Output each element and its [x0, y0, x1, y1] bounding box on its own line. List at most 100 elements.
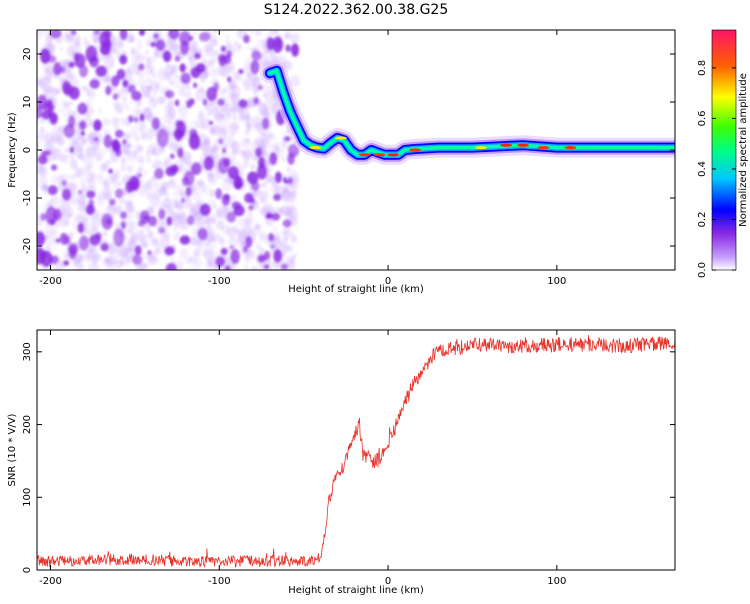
noise-blob — [37, 30, 44, 41]
noise-blob — [61, 179, 67, 187]
noise-blob — [164, 246, 175, 256]
noise-blob — [85, 204, 95, 215]
noise-blob — [284, 229, 293, 239]
noise-blob — [100, 242, 109, 252]
snr-x-label: Height of straight line (km) — [288, 585, 424, 596]
noise-blob — [130, 47, 136, 56]
noise-blob — [233, 41, 242, 53]
noise-blob — [103, 134, 112, 148]
noise-blob — [37, 79, 46, 89]
noise-blob — [258, 263, 265, 270]
noise-blob — [44, 231, 55, 246]
noise-blob — [250, 60, 260, 75]
noise-blob — [50, 114, 57, 123]
ridge-hotspot — [517, 143, 530, 147]
noise-blob — [220, 45, 226, 52]
noise-blob — [243, 62, 252, 75]
noise-blob — [158, 208, 166, 220]
noise-blob — [285, 44, 291, 53]
noise-blob — [242, 245, 248, 253]
noise-blob — [153, 181, 159, 188]
noise-blob — [172, 181, 179, 190]
noise-blob — [221, 110, 232, 125]
noise-blob — [115, 149, 122, 157]
noise-blob — [102, 117, 111, 127]
noise-blob — [78, 235, 89, 251]
noise-blob — [230, 84, 241, 98]
colorbar-tick-label: 0.8 — [697, 60, 708, 76]
noise-blob — [170, 79, 178, 89]
noise-blob — [156, 96, 165, 105]
noise-blob — [170, 164, 179, 174]
noise-blob — [229, 245, 234, 250]
noise-blob — [232, 114, 237, 121]
noise-blob — [154, 82, 164, 93]
noise-blob — [168, 30, 180, 40]
ridge-hotspot — [373, 153, 386, 157]
noise-blob — [192, 79, 196, 84]
noise-blob — [257, 156, 266, 169]
noise-blob — [80, 177, 86, 186]
noise-blob — [256, 163, 268, 180]
noise-blob — [262, 130, 270, 138]
x-tick-label: 0 — [385, 576, 391, 587]
noise-blob — [102, 159, 110, 169]
noise-blob — [53, 247, 57, 251]
noise-blobs — [37, 30, 300, 270]
noise-blob — [146, 192, 153, 199]
noise-blob — [208, 120, 214, 125]
noise-blob — [165, 39, 175, 52]
noise-blob — [247, 209, 254, 216]
noise-blob — [153, 33, 159, 39]
noise-blob — [273, 249, 283, 263]
noise-blob — [132, 106, 142, 117]
noise-blob — [84, 229, 90, 235]
noise-blob — [230, 107, 234, 112]
noise-blob — [144, 234, 148, 238]
noise-blob — [214, 138, 219, 142]
noise-blob — [95, 232, 102, 241]
noise-blob — [261, 117, 270, 130]
noise-blob — [133, 135, 141, 142]
noise-blob — [180, 193, 192, 209]
noise-blob — [227, 165, 240, 180]
noise-blob — [110, 117, 119, 127]
noise-blob — [160, 145, 166, 153]
noise-blob — [145, 56, 150, 62]
noise-blob — [179, 235, 191, 245]
noise-blob — [252, 80, 257, 87]
y-tick-label: 20 — [22, 48, 33, 61]
noise-blob — [96, 210, 100, 215]
noise-blob — [157, 67, 167, 82]
noise-blob — [274, 171, 282, 184]
noise-blob — [227, 152, 237, 162]
noise-blob — [75, 40, 82, 47]
noise-blob — [128, 175, 140, 191]
y-tick-label: -20 — [22, 238, 33, 254]
noise-blob — [157, 51, 163, 58]
noise-blob — [278, 207, 284, 214]
noise-blob — [188, 35, 194, 42]
noise-blob — [94, 36, 99, 42]
colorbar-tick-label: 0.4 — [697, 161, 708, 177]
noise-blob — [186, 46, 197, 62]
noise-blob — [257, 85, 264, 90]
noise-blob — [138, 77, 146, 89]
y-tick-label: 200 — [22, 415, 33, 434]
noise-blob — [68, 246, 77, 260]
noise-blob — [67, 212, 72, 218]
noise-blob — [137, 38, 142, 43]
noise-blob — [137, 69, 146, 79]
noise-blob — [195, 201, 201, 209]
noise-blob — [150, 143, 154, 147]
noise-blob — [202, 98, 208, 106]
noise-blob — [118, 197, 125, 205]
noise-blob — [224, 265, 231, 270]
noise-blob — [177, 263, 184, 270]
noise-blob — [156, 242, 162, 251]
noise-blob — [177, 147, 184, 158]
noise-blob — [140, 162, 145, 167]
noise-blob — [101, 147, 107, 155]
noise-blob — [200, 183, 210, 197]
noise-blob — [207, 109, 214, 117]
